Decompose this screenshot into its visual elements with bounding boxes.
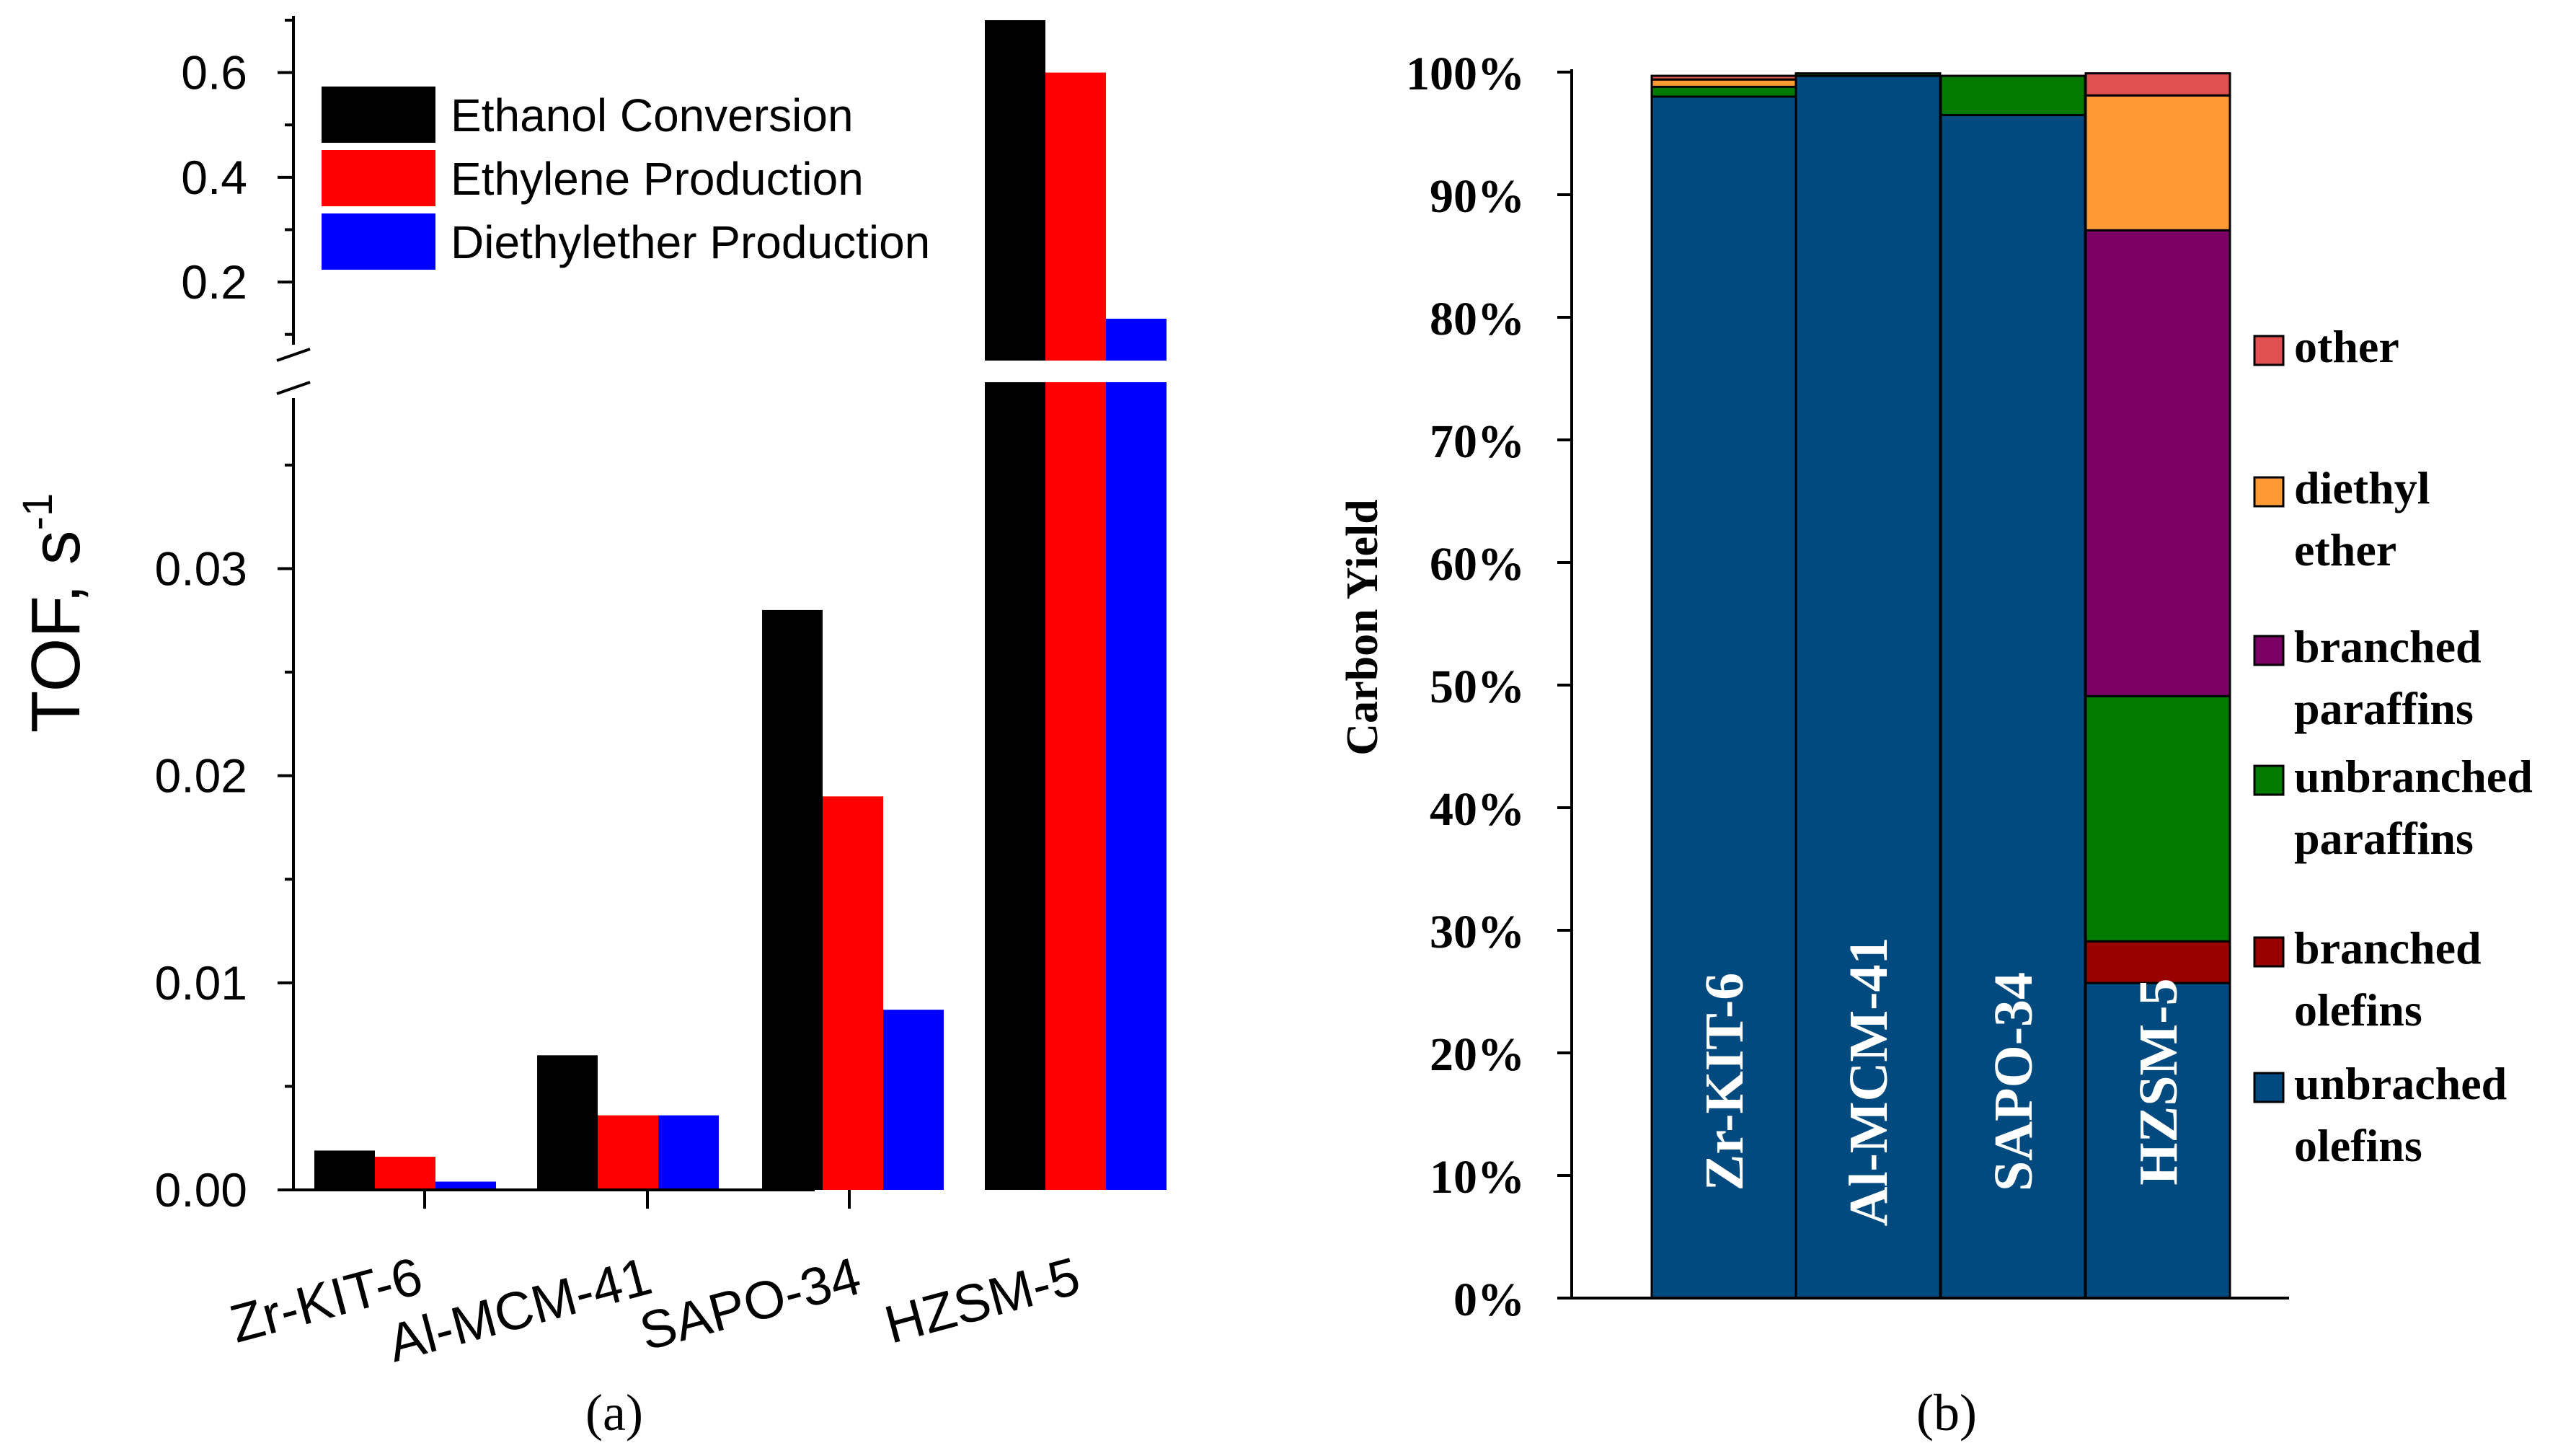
caption-b: (b) — [1916, 1384, 1977, 1442]
bar-b-unbrached-olefins-sapo-34 — [1939, 114, 2086, 1300]
bar-a-diethylether-production-hzsm-5-upper — [1106, 318, 1167, 361]
panel-b: Zr-KIT-6 Al-MCM-41 SAPO-34 HZSM-5 0% 10% 20% 30… — [1338, 48, 2533, 1442]
bar-b-branched-paraffins-hzsm-5 — [2084, 229, 2231, 697]
bar-a-diethylether-production-zr-kit-6 — [435, 1181, 496, 1190]
bar-b-unbrached-olefins-hzsm-5 — [2084, 981, 2231, 1300]
legend-label-b: branched — [2294, 621, 2482, 672]
legend-label-a: Diethylether Production — [451, 216, 930, 268]
bar-b-unbranched-paraffins-sapo-34 — [1939, 74, 2086, 116]
bar-b-unbranched-paraffins-hzsm-5 — [2084, 694, 2231, 943]
bar-b-unbrached-olefins-al-mcm-41 — [1794, 74, 1942, 1300]
y-tick-label-a: 0.03 — [155, 542, 247, 595]
bar-a-ethylene-production-zr-kit-6 — [375, 1157, 435, 1190]
y-tick-label-b: 70% — [1430, 415, 1525, 468]
y-tick-label-b: 80% — [1430, 293, 1525, 345]
bar-category-label-b: Zr-KIT-6 — [1694, 973, 1755, 1191]
bar-a-diethylether-production-al-mcm-41 — [658, 1115, 719, 1190]
bar-a-diethylether-production-hzsm-5 — [1106, 382, 1167, 1190]
legend-swatch-a — [322, 213, 435, 270]
legend-swatch-b — [2253, 476, 2285, 508]
legend-swatch-b — [2253, 936, 2285, 968]
axis-break-mark — [276, 348, 311, 362]
y-tick-label-a: 0.2 — [181, 255, 247, 309]
bar-b-branched-olefins-hzsm-5 — [2084, 940, 2231, 984]
y-tick-label-b: 10% — [1430, 1151, 1525, 1204]
bar-a-diethylether-production-sapo-34 — [883, 1010, 944, 1190]
legend-swatch-b — [2253, 1072, 2285, 1103]
y-tick-label-b: 40% — [1430, 783, 1525, 836]
bar-b-unbranched-paraffins-zr-kit-6 — [1650, 85, 1797, 98]
y-tick-label-b: 0% — [1453, 1274, 1525, 1326]
bar-a-ethylene-production-sapo-34 — [823, 796, 883, 1190]
y-tick-label-a: 0.4 — [181, 151, 247, 204]
y-tick-label-a: 0.00 — [155, 1163, 247, 1217]
bar-b-other-zr-kit-6 — [1650, 74, 1797, 81]
legend-swatch-a — [322, 87, 435, 143]
y-tick-label-b: 100% — [1406, 48, 1525, 100]
legend-label-b: paraffins — [2294, 813, 2474, 864]
legend-label-b: olefins — [2294, 1120, 2422, 1171]
y-axis-title-b: Carbon Yield — [1338, 499, 1387, 755]
y-tick-label-b: 90% — [1430, 170, 1525, 223]
bar-category-label-b: HZSM-5 — [2128, 978, 2189, 1185]
caption-a: (a) — [585, 1384, 643, 1442]
legend-label-b: diethyl — [2294, 462, 2430, 513]
legend-label-b: unbrached — [2294, 1058, 2507, 1109]
bar-a-ethanol-conversion-hzsm-5-upper — [985, 20, 1045, 361]
bar-a-ethanol-conversion-al-mcm-41 — [537, 1055, 598, 1190]
y-axis-title-a: TOF, s-1 — [14, 493, 94, 733]
bar-a-ethanol-conversion-hzsm-5 — [985, 382, 1045, 1190]
legend-label-b: branched — [2294, 922, 2482, 974]
y-tick-label-a: 0.01 — [155, 956, 247, 1010]
x-category-label-a: SAPO-34 — [634, 1245, 867, 1362]
y-tick-label-b: 20% — [1430, 1028, 1525, 1081]
legend-swatch-b — [2253, 635, 2285, 666]
bar-a-ethylene-production-hzsm-5 — [1045, 382, 1106, 1190]
bar-b-diethyl-ether-hzsm-5 — [2084, 94, 2231, 231]
legend-swatch-b — [2253, 335, 2285, 366]
legend-label-b: olefins — [2294, 984, 2422, 1036]
bar-a-ethanol-conversion-zr-kit-6 — [314, 1150, 375, 1190]
y-tick-label-b: 60% — [1430, 538, 1525, 591]
bar-category-label-b: Al-MCM-41 — [1838, 937, 1899, 1227]
y-tick-label-b: 30% — [1430, 906, 1525, 958]
bar-b-diethyl-ether-zr-kit-6 — [1650, 78, 1797, 88]
y-tick-label-a: 0.6 — [181, 46, 247, 100]
panel-a: 0.000.010.020.030.20.40.6Zr-KIT-6Al-MCM-… — [14, 16, 1167, 1442]
legend-swatch-b — [2253, 764, 2285, 796]
axis-break-mark — [276, 381, 311, 395]
legend-label-b: paraffins — [2294, 683, 2474, 734]
legend-swatch-a — [322, 150, 435, 206]
legend-label-b: ether — [2294, 524, 2396, 575]
legend-label-b: other — [2294, 321, 2399, 372]
bar-b-other-hzsm-5 — [2084, 72, 2231, 97]
bar-category-label-b: SAPO-34 — [1983, 972, 2044, 1191]
y-tick-label-a: 0.02 — [155, 749, 247, 803]
x-category-label-a: HZSM-5 — [879, 1245, 1086, 1354]
bar-b-unbranched-paraffins-al-mcm-41 — [1794, 72, 1942, 77]
y-tick-label-b: 50% — [1430, 661, 1525, 713]
bar-a-ethanol-conversion-sapo-34 — [762, 609, 823, 1190]
legend-label-a: Ethylene Production — [451, 153, 864, 205]
legend-label-b: unbranched — [2294, 751, 2533, 802]
bar-a-ethylene-production-hzsm-5-upper — [1045, 72, 1106, 361]
x-category-label-a: Al-MCM-41 — [381, 1245, 658, 1373]
bar-b-unbrached-olefins-zr-kit-6 — [1650, 95, 1797, 1300]
bar-a-ethylene-production-al-mcm-41 — [598, 1115, 658, 1190]
legend-label-a: Ethanol Conversion — [451, 89, 854, 141]
